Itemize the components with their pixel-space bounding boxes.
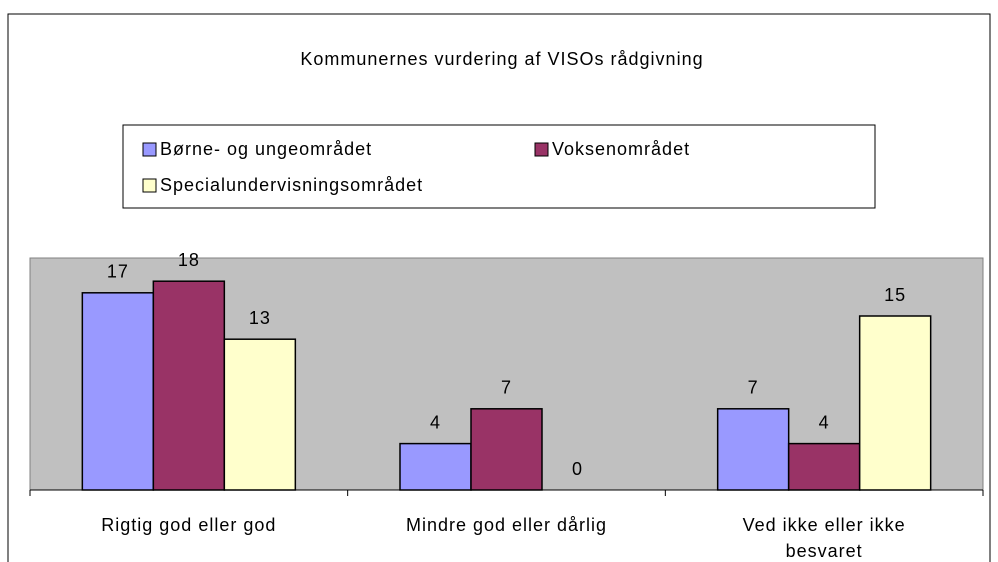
data-label: 4 — [430, 412, 441, 432]
x-tick-label: Rigtig god eller god — [101, 515, 277, 535]
bar — [152, 280, 226, 491]
data-label: 7 — [748, 378, 759, 398]
legend-box — [122, 124, 876, 209]
chart-border — [7, 13, 991, 562]
legend-swatch — [142, 142, 157, 157]
bar — [223, 338, 297, 491]
bar — [81, 292, 155, 491]
data-label: 18 — [178, 250, 200, 270]
bar — [716, 408, 790, 491]
data-label: 7 — [501, 378, 512, 398]
legend-swatch — [142, 178, 157, 193]
chart-title: Kommunernes vurdering af VISOs rådgivnin… — [300, 49, 703, 69]
bar — [858, 315, 932, 491]
bar — [787, 442, 861, 491]
bar — [470, 408, 543, 491]
data-label: 13 — [249, 308, 271, 328]
data-label: 17 — [107, 262, 129, 282]
x-tick-label: Ved ikke eller ikke besvaret — [742, 515, 906, 561]
legend-label: Specialundervisningsområdet — [160, 175, 423, 195]
legend-label: Voksenområdet — [552, 139, 690, 159]
data-label: 4 — [819, 412, 830, 432]
data-label: 0 — [572, 459, 583, 479]
legend-label: Børne- og ungeområdet — [160, 139, 372, 159]
legend-swatch — [534, 142, 549, 157]
data-label: 15 — [884, 285, 906, 305]
bar — [399, 442, 472, 491]
x-tick-label: Mindre god eller dårlig — [405, 515, 608, 535]
